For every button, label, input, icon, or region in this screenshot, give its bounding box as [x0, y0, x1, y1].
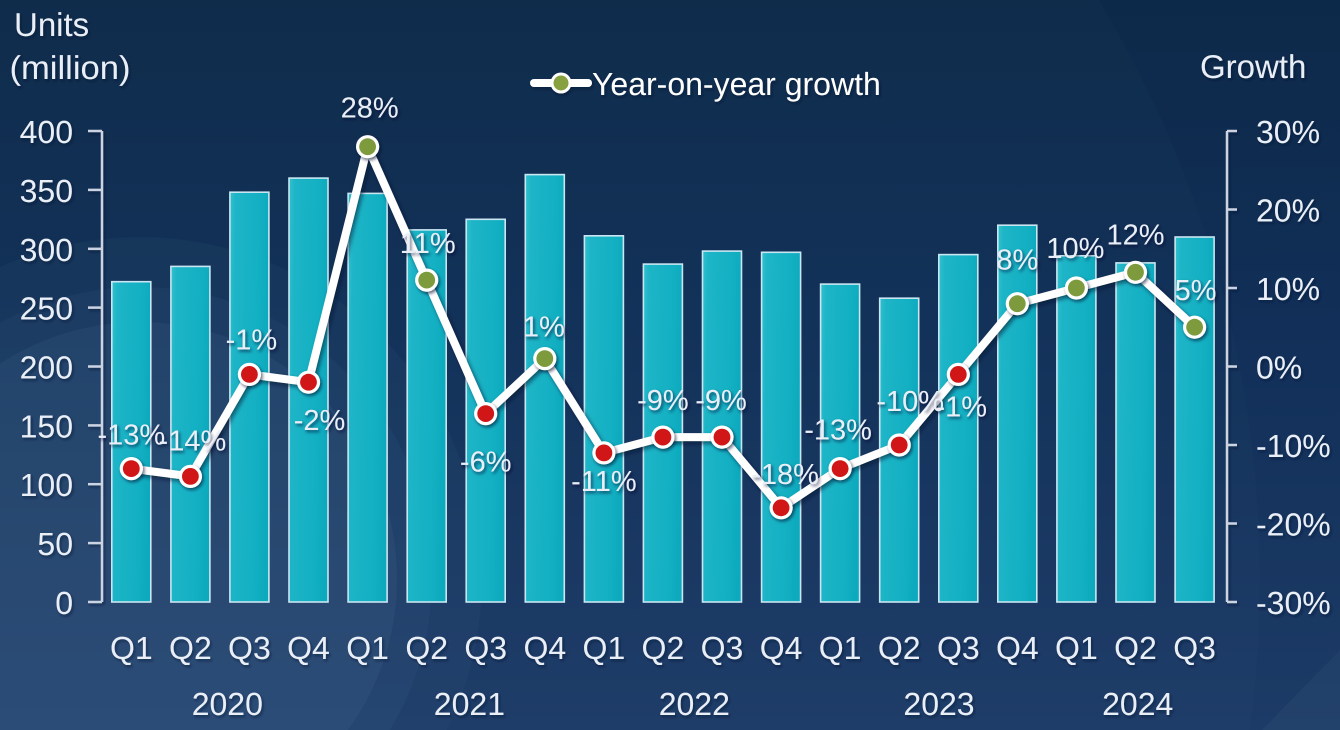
svg-text:Q1: Q1 — [1055, 630, 1098, 666]
svg-text:Q4: Q4 — [287, 630, 330, 666]
svg-text:-9%: -9% — [695, 385, 747, 417]
svg-text:-18%: -18% — [751, 459, 819, 491]
svg-text:Q3: Q3 — [1173, 630, 1216, 666]
svg-text:Q1: Q1 — [346, 630, 389, 666]
svg-text:-13%: -13% — [97, 420, 165, 452]
svg-text:Q3: Q3 — [464, 630, 507, 666]
svg-text:5%: 5% — [1175, 275, 1217, 307]
svg-text:Q3: Q3 — [701, 630, 744, 666]
svg-text:Q3: Q3 — [228, 630, 271, 666]
svg-text:300: 300 — [20, 232, 73, 268]
svg-text:Q4: Q4 — [760, 630, 803, 666]
svg-text:Year-on-year growth: Year-on-year growth — [592, 66, 881, 102]
svg-text:250: 250 — [20, 291, 73, 327]
svg-text:10%: 10% — [1046, 233, 1104, 265]
svg-text:2024: 2024 — [1102, 686, 1173, 722]
svg-text:-9%: -9% — [637, 385, 689, 417]
svg-text:50: 50 — [37, 526, 73, 562]
svg-text:2022: 2022 — [659, 686, 730, 722]
svg-text:0%: 0% — [1256, 350, 1302, 386]
svg-text:2020: 2020 — [192, 686, 263, 722]
svg-text:-10%: -10% — [1256, 428, 1331, 464]
svg-text:-20%: -20% — [1256, 507, 1331, 543]
svg-text:Q1: Q1 — [583, 630, 626, 666]
svg-text:-10%: -10% — [876, 386, 944, 418]
svg-text:Q1: Q1 — [819, 630, 862, 666]
svg-text:150: 150 — [20, 408, 73, 444]
svg-text:(million): (million) — [10, 49, 131, 86]
svg-text:Q2: Q2 — [878, 630, 921, 666]
svg-text:350: 350 — [20, 173, 73, 209]
svg-text:0: 0 — [55, 585, 73, 621]
svg-text:Q3: Q3 — [937, 630, 980, 666]
svg-text:2023: 2023 — [903, 686, 974, 722]
svg-text:200: 200 — [20, 350, 73, 386]
svg-text:10%: 10% — [1256, 271, 1320, 307]
svg-text:20%: 20% — [1256, 193, 1320, 229]
svg-text:-6%: -6% — [460, 447, 512, 479]
svg-text:Q1: Q1 — [110, 630, 153, 666]
svg-text:1%: 1% — [523, 312, 565, 344]
svg-text:Q4: Q4 — [996, 630, 1039, 666]
svg-text:-1%: -1% — [936, 391, 988, 423]
svg-text:Q2: Q2 — [405, 630, 448, 666]
svg-text:Q2: Q2 — [169, 630, 212, 666]
svg-text:-2%: -2% — [294, 405, 346, 437]
svg-text:-11%: -11% — [571, 466, 637, 498]
svg-text:100: 100 — [20, 467, 73, 503]
svg-text:-1%: -1% — [226, 324, 278, 356]
svg-text:30%: 30% — [1256, 114, 1320, 150]
svg-text:28%: 28% — [341, 93, 399, 125]
svg-text:-13%: -13% — [804, 415, 872, 447]
svg-text:Growth: Growth — [1200, 48, 1306, 85]
svg-text:Q4: Q4 — [523, 630, 566, 666]
svg-text:2021: 2021 — [434, 686, 505, 722]
svg-text:Q2: Q2 — [642, 630, 685, 666]
svg-text:11%: 11% — [400, 228, 456, 260]
svg-text:12%: 12% — [1106, 219, 1164, 251]
svg-text:-30%: -30% — [1256, 585, 1331, 621]
svg-text:400: 400 — [20, 114, 73, 150]
svg-text:Units: Units — [14, 6, 89, 43]
svg-text:-14%: -14% — [159, 425, 227, 457]
svg-text:8%: 8% — [996, 245, 1038, 277]
svg-text:Q2: Q2 — [1114, 630, 1157, 666]
